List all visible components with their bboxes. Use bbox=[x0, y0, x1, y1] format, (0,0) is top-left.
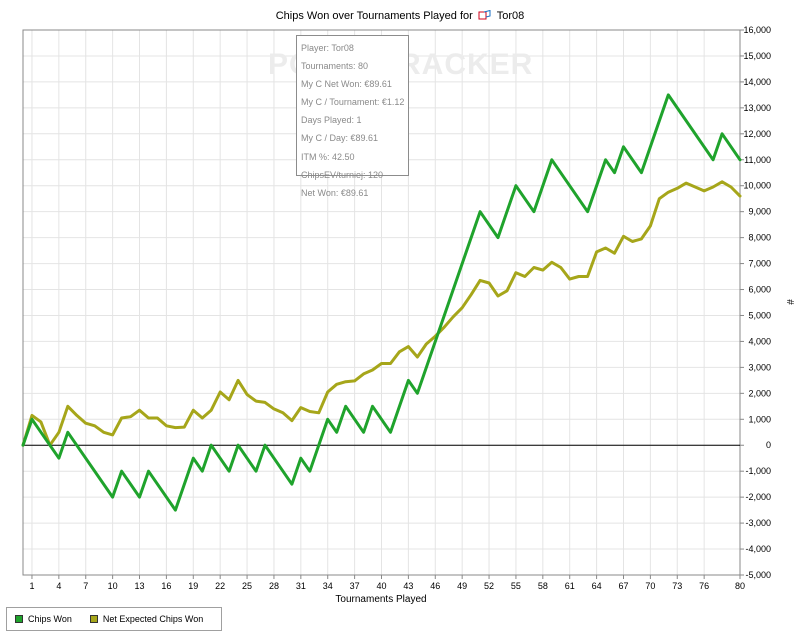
y-tick-label: 0 bbox=[766, 440, 771, 450]
x-tick-label: 76 bbox=[699, 581, 709, 591]
tooltip-line: My C / Day: €89.61 bbox=[301, 133, 379, 144]
x-tick-label: 13 bbox=[135, 581, 145, 591]
y-axis-title: # bbox=[784, 299, 795, 305]
y-tick-label: 4,000 bbox=[748, 336, 771, 346]
x-tick-label: 80 bbox=[735, 581, 745, 591]
y-tick-label: -4,000 bbox=[745, 544, 771, 554]
series-layer bbox=[21, 93, 742, 512]
tooltip-line: Days Played: 1 bbox=[301, 115, 362, 126]
y-tick-label: 16,000 bbox=[743, 25, 771, 35]
x-tick-label: 19 bbox=[188, 581, 198, 591]
tooltip-line: ITM %: 42.50 bbox=[301, 151, 355, 162]
y-tick-label: -1,000 bbox=[745, 466, 771, 476]
x-tick-label: 73 bbox=[672, 581, 682, 591]
tooltip-line: Player: Tor08 bbox=[301, 43, 354, 53]
y-tick-label: 12,000 bbox=[743, 129, 771, 139]
plot-border bbox=[22, 29, 741, 576]
y-tick-label: 8,000 bbox=[748, 233, 771, 243]
y-tick-label: -2,000 bbox=[745, 492, 771, 502]
x-tick-label: 64 bbox=[592, 581, 602, 591]
axes bbox=[22, 29, 744, 579]
legend: Chips Won Net Expected Chips Won bbox=[6, 607, 222, 631]
player-site-icon bbox=[478, 10, 491, 20]
x-tick-label: 37 bbox=[350, 581, 360, 591]
series-line-net-expected-chips-won bbox=[21, 180, 742, 447]
y-tick-label: -3,000 bbox=[745, 518, 771, 528]
tooltip-line: Tournaments: 80 bbox=[301, 61, 369, 72]
tooltip-line: ChipsEV/turniej: 120 bbox=[301, 169, 384, 180]
x-tick-label: 49 bbox=[457, 581, 467, 591]
x-tick-label: 7 bbox=[83, 581, 88, 591]
legend-item: Chips Won bbox=[15, 614, 72, 624]
tooltip-line: Net Won: €89.61 bbox=[301, 187, 369, 198]
x-tick-label: 22 bbox=[215, 581, 225, 591]
x-tick-label: 52 bbox=[484, 581, 494, 591]
series-line-chips-won bbox=[21, 93, 742, 512]
x-tick-label: 67 bbox=[618, 581, 628, 591]
x-tick-label: 43 bbox=[403, 581, 413, 591]
tick-labels: 16,00015,00014,00013,00012,00011,00010,0… bbox=[29, 25, 771, 591]
tooltip-line: My C Net Won: €89.61 bbox=[301, 79, 392, 90]
legend-label: Net Expected Chips Won bbox=[102, 614, 204, 624]
legend-label: Chips Won bbox=[28, 614, 72, 624]
x-tick-label: 46 bbox=[430, 581, 440, 591]
y-tick-label: 1,000 bbox=[748, 414, 771, 424]
y-tick-label: 6,000 bbox=[748, 285, 771, 295]
x-tick-label: 61 bbox=[565, 581, 575, 591]
tooltip-line: My C / Tournament: €1.12 bbox=[301, 97, 405, 108]
x-tick-label: 58 bbox=[538, 581, 548, 591]
x-tick-label: 31 bbox=[296, 581, 306, 591]
grid bbox=[23, 29, 741, 576]
x-tick-label: 70 bbox=[645, 581, 655, 591]
y-tick-label: 11,000 bbox=[744, 155, 771, 165]
chart-title: Chips Won over Tournaments Played for To… bbox=[0, 10, 800, 22]
x-tick-label: 4 bbox=[56, 581, 61, 591]
y-tick-label: 2,000 bbox=[748, 388, 771, 398]
x-tick-label: 10 bbox=[108, 581, 118, 591]
legend-swatch bbox=[15, 615, 23, 623]
x-tick-label: 34 bbox=[323, 581, 333, 591]
y-tick-label: 13,000 bbox=[743, 103, 771, 113]
x-axis-title: Tournaments Played bbox=[335, 594, 426, 605]
y-tick-label: 3,000 bbox=[748, 362, 771, 372]
x-tick-label: 16 bbox=[161, 581, 171, 591]
y-tick-label: 10,000 bbox=[743, 181, 771, 191]
y-tick-label: 7,000 bbox=[748, 259, 771, 269]
x-tick-label: 40 bbox=[376, 581, 386, 591]
x-tick-label: 25 bbox=[242, 581, 252, 591]
y-tick-label: -5,000 bbox=[745, 570, 771, 580]
y-tick-label: 15,000 bbox=[743, 51, 771, 61]
y-tick-label: 14,000 bbox=[743, 77, 771, 87]
legend-swatch bbox=[89, 615, 98, 623]
x-tick-label: 1 bbox=[29, 581, 34, 591]
y-tick-label: 9,000 bbox=[748, 207, 771, 217]
hover-tooltip: Player: Tor08 Tournaments: 80 My C Net Won… bbox=[296, 35, 409, 198]
legend-item: Net Expected Chips Won bbox=[89, 614, 204, 624]
y-tick-label: 5,000 bbox=[748, 310, 771, 320]
x-tick-label: 55 bbox=[511, 581, 521, 591]
chart-title-text: Chips Won over Tournaments Played for bbox=[275, 10, 473, 22]
x-tick-label: 28 bbox=[269, 581, 279, 591]
player-name: Tor08 bbox=[496, 10, 525, 22]
